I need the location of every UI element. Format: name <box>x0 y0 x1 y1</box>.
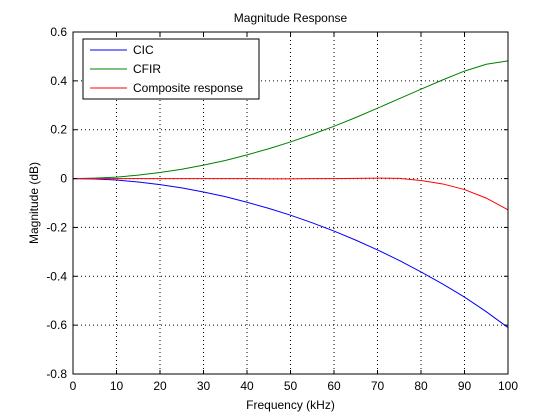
legend-label: CFIR <box>133 62 161 76</box>
y-tick-label: 0 <box>60 172 67 186</box>
legend: CIC CFIR Composite response <box>82 38 260 100</box>
y-tick-label: -0.8 <box>46 367 67 381</box>
x-tick-label: 0 <box>70 379 77 393</box>
x-axis-label: Frequency (kHz) <box>246 398 335 412</box>
y-tick-label: -0.6 <box>46 318 67 332</box>
legend-label: CIC <box>133 43 154 57</box>
x-tick-label: 50 <box>284 379 298 393</box>
x-tick-label: 10 <box>110 379 124 393</box>
x-tick-label: 30 <box>197 379 211 393</box>
legend-label: Composite response <box>133 81 243 95</box>
y-tick-label: 0.6 <box>50 25 67 39</box>
x-tick-label: 100 <box>498 379 518 393</box>
series-group <box>72 60 509 328</box>
y-tick-label: -0.2 <box>46 220 67 234</box>
x-tick-label: 60 <box>327 379 341 393</box>
y-tick-label: 0.2 <box>50 123 67 137</box>
ticks: 0 10 20 30 40 50 60 70 80 90 100 -0.8 -0.6 -0.4 -0.2 0 0… <box>46 25 518 393</box>
chart-title: Magnitude Response <box>234 11 348 25</box>
x-tick-label: 70 <box>371 379 385 393</box>
x-tick-label: 20 <box>153 379 167 393</box>
y-axis-label: Magnitude (dB) <box>27 162 41 244</box>
y-tick-label: 0.4 <box>50 74 67 88</box>
y-tick-label: -0.4 <box>46 269 67 283</box>
x-tick-label: 40 <box>240 379 254 393</box>
series-line-cfir <box>72 60 509 180</box>
x-tick-label: 90 <box>458 379 472 393</box>
x-tick-label: 80 <box>414 379 428 393</box>
series-line-cic <box>72 178 509 328</box>
series-line-composite-response <box>73 177 509 211</box>
